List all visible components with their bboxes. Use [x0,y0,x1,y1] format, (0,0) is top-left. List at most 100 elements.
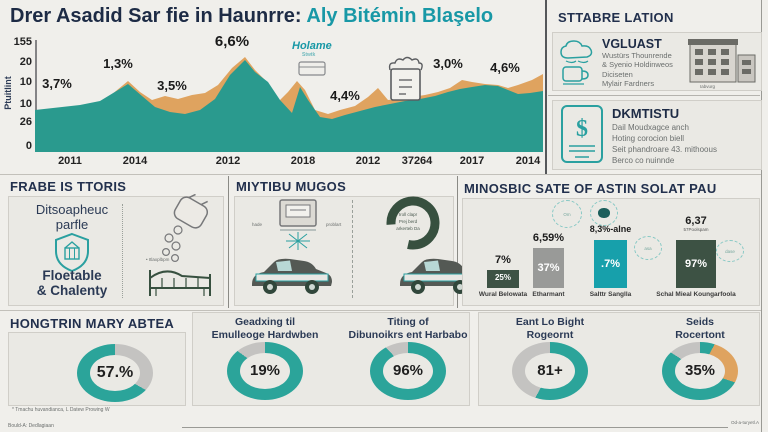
x-tick: 2014 [515,155,541,167]
doodle-1 [590,200,618,226]
area-annotation-1: 1,3% [103,56,133,71]
bottom-header: HONGTRIN MARY ABTEA [10,316,175,331]
bar-label-above: 6,37 57Poolspam [661,215,731,232]
donut-hole [525,353,575,389]
sidebar-card2-line2: Hoting corocion biell [612,134,685,143]
page-title-accent: Aly Bitémin Blaşelo [306,5,494,27]
crescent-line1: Iroll clapr [398,212,418,217]
svg-text:$: $ [576,116,588,142]
bed-frame-icon [149,270,211,296]
doodle-3: dase [716,240,744,262]
frabe-top-line2: parfle [55,217,89,232]
bar-category-label: Schal Mieal Koungarfoola [656,291,736,298]
footer-right-text: Od-a-turyetl.A [731,420,760,425]
building-icon [688,39,756,83]
bar-1: 37% [533,248,564,288]
bar-0: 25% [487,270,519,288]
crescent-line3: arkerteb Da [396,225,420,231]
y-tick: 10 [19,98,32,110]
frabe-dotted-divider [122,204,123,298]
donut-value: 35% [684,362,716,379]
donut-label-line: Emulleoge Hardwben [211,328,319,341]
doodle-2: asa [634,236,662,260]
starburst-icon [286,232,310,250]
frabe-top-line1: Ditsoapheuc [35,202,109,217]
donut-label-line: Rocertont [675,328,725,341]
sidebar-card1-line4: Mylair Fardners [602,79,655,88]
bar-sublabel: 57Poolspam [683,226,709,232]
donut-label-line: Dibunoikrs ent Harbabo [348,328,468,341]
building-caption: Iabvurg [700,84,716,89]
x-tick: 2012 [215,155,241,167]
card-icon [298,61,326,76]
doodle-0: Om [552,200,582,228]
donut-label-3: Eant Lo Bight Rogeornt [470,316,630,341]
mugos-header: MIYTIBU MUGOS [236,179,347,194]
donut-ring-2: 96% [370,342,446,400]
frabe-top-text: Ditsoapheuc parfle [12,202,132,232]
donut-label-line: Geadxing til [234,316,296,328]
bar-3: 97% [676,240,716,288]
area-annotation-5: 3,0% [433,56,463,71]
frabe-bottom-text: Floetable & Chalenty [12,268,132,298]
divider-mid-1 [228,176,229,308]
sidebar-card2-title: DKMTISTU [612,106,679,121]
sidebar-header: STTABRE LATION [558,10,674,25]
donut-label-line: Titing of [387,316,429,328]
donut-label-line: Seids [685,316,714,328]
donut-ring-0: 57.% [77,344,153,402]
x-tick: 2018 [290,155,316,167]
chart-script-note: Holame [292,40,332,52]
sidebar-card2-line1: Dail Moudxagce anch [612,123,689,132]
page-title: Drer Asadid Sar fie in Haunrre: Aly Bité… [10,5,493,28]
bar-value-inside: 25% [494,273,511,282]
bar-category-label: Salttr Sanglla [589,291,632,298]
sidebar-card1-line3: Diciseten [602,70,633,79]
donut-value: 81+ [537,362,563,379]
divider-row1 [0,174,761,175]
donut-label-4: Seids Rocertont [620,316,768,341]
mugos-tiny-left: hade [252,222,263,227]
donut-value: 96% [392,362,424,379]
mugos-tiny-right: problart [326,222,342,227]
calendar-icon [388,56,423,101]
page-right-edge [761,0,762,432]
donut-label-line: Eant Lo Bight [515,316,585,328]
donut-ring-1: 19% [227,342,303,400]
sidebar-divider [548,95,760,96]
y-tick: 155 [13,36,32,48]
minosbic-header: MINOSBIC SATE OF ASTIN SOLAT PAU [464,181,717,196]
doodle-blob [598,208,610,218]
bar-value-inside: 97% [684,258,708,270]
area-annotation-0: 3,7% [42,76,72,91]
donut-hole [240,353,290,389]
frabe-bottom-line1: Floetable [42,268,102,283]
bar-category-label: Wural Belowata [478,291,528,298]
car-icon-left [252,258,332,294]
coin-sack-caption: • Itlaxplbpm [146,257,170,262]
sidebar-card1-line1: Wustürs Thounrende [602,51,672,60]
frabe-bottom-line2: & Chalenty [36,283,108,298]
x-tick: 2017 [459,155,485,167]
donut-label-2: Titing of Dibunoikrs ent Harbabo [328,316,488,341]
donut-ring-4: 35% [662,342,738,400]
y-tick: 0 [25,140,32,152]
machine-icon [279,199,317,231]
cloud-hands-icon [560,40,593,64]
donut-value: 19% [249,362,281,379]
bar-value-inside: .7% [601,258,620,270]
x-tick: 2012 [355,155,381,167]
donut-hole [90,355,140,391]
phone-dollar-icon: $ [561,105,603,163]
frabe-header: FRABE IS TTORIS [10,179,127,194]
sidebar-card1-line2: & Syenio Holdinweos [602,60,673,69]
divider-chart-sidebar [545,0,547,174]
x-tick: 2011 [58,155,82,167]
y-tick: 20 [19,56,32,68]
mugos-dotted-divider [352,200,353,298]
divider-mid-2 [457,176,458,308]
area-series-primary-teal [35,60,543,152]
donut-ring-3: 81+ [512,342,588,400]
area-annotation-2: 3,5% [157,78,187,93]
area-annotation-3: 6,6% [215,33,249,50]
